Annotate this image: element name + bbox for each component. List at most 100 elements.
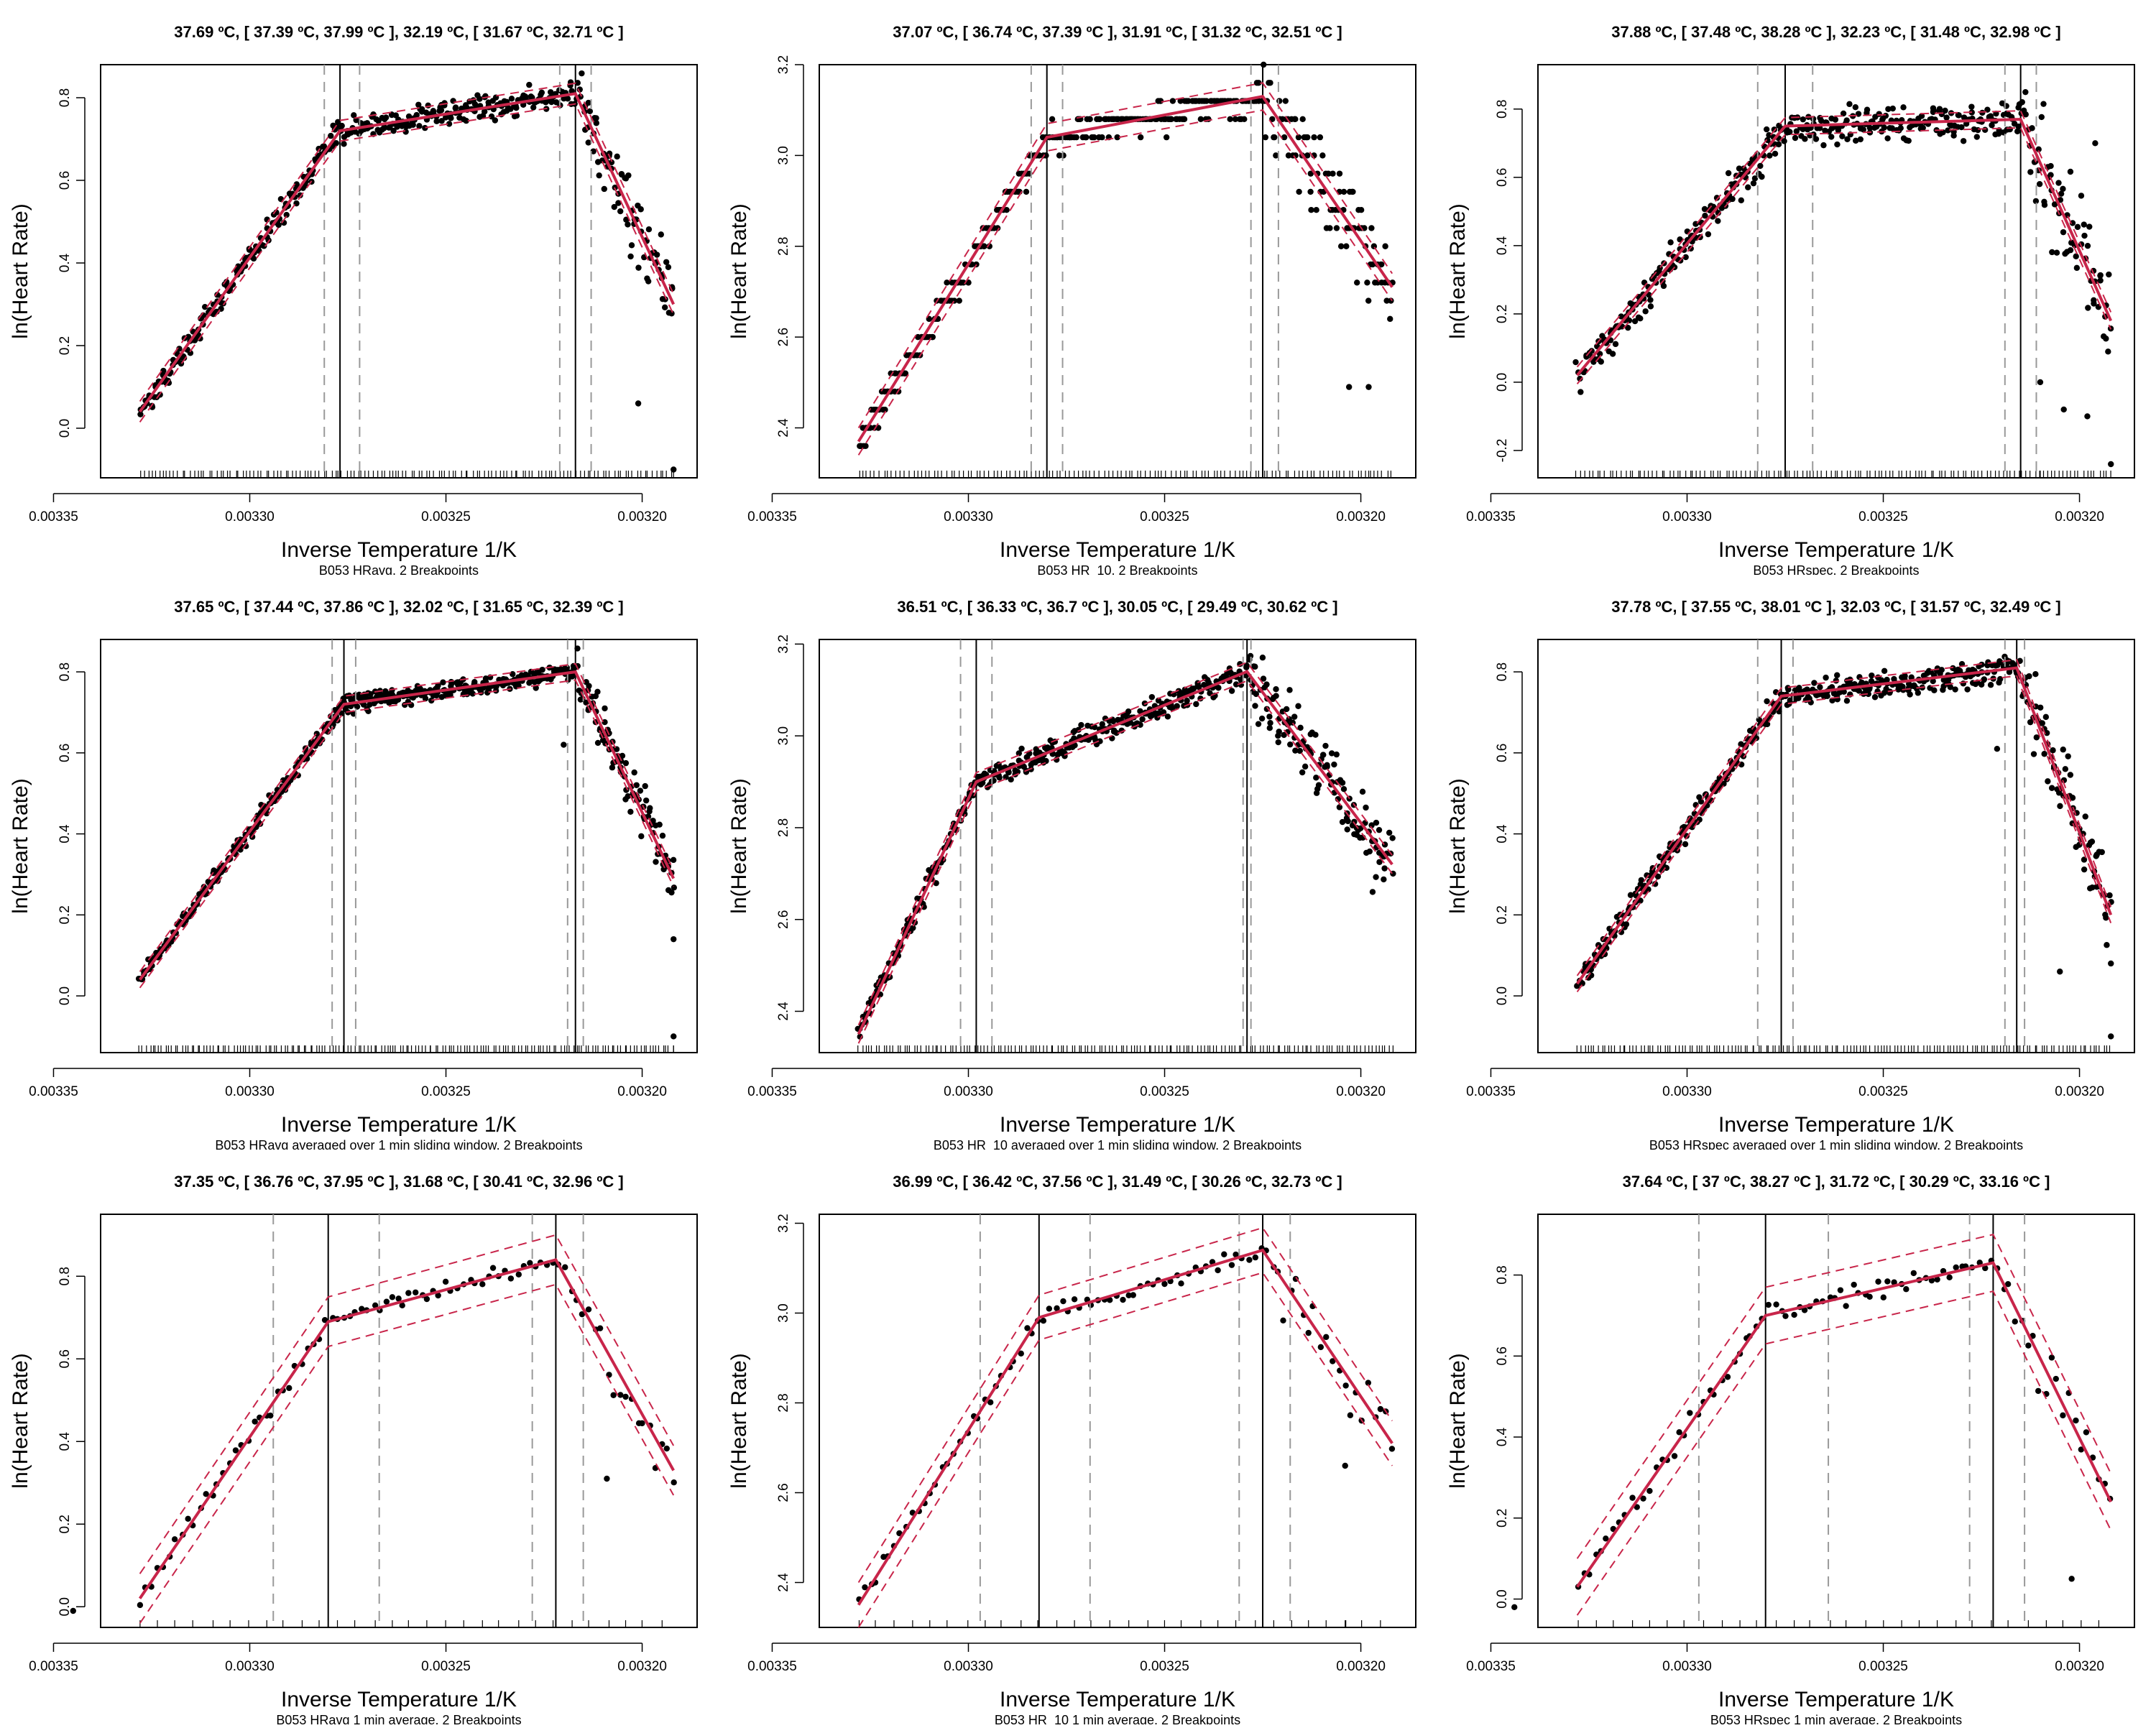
plot-frame xyxy=(819,64,1416,479)
data-point xyxy=(1357,825,1364,832)
data-point xyxy=(479,1281,486,1288)
data-point xyxy=(1715,218,1721,224)
data-point xyxy=(2082,813,2088,820)
chart-panel-8: 36.99 ºC, [ 36.42 ºC, 37.56 ºC ], 31.49 … xyxy=(719,1150,1437,1728)
data-point xyxy=(1598,359,1605,365)
data-point xyxy=(1989,122,1995,129)
data-point xyxy=(1590,359,1597,365)
data-point xyxy=(428,697,435,704)
y-tick-label: 0.4 xyxy=(57,1432,73,1451)
data-point xyxy=(1908,674,1915,680)
y-tick-label: -0.2 xyxy=(1495,439,1510,463)
data-point xyxy=(1974,126,1981,134)
x-tick-label: 0.00325 xyxy=(421,1659,471,1674)
data-point xyxy=(448,115,454,121)
data-point xyxy=(1353,279,1360,286)
data-point xyxy=(1386,829,1393,836)
data-point xyxy=(910,925,916,931)
data-point xyxy=(1228,1262,1235,1268)
y-axis-label: ln(Heart Rate) xyxy=(727,778,751,913)
data-point xyxy=(1612,341,1619,348)
data-point xyxy=(594,739,602,747)
data-point xyxy=(1177,98,1184,104)
data-point xyxy=(1281,134,1288,141)
data-point xyxy=(2108,461,2114,468)
fit-ci-upper xyxy=(857,661,1393,1026)
data-point xyxy=(405,113,413,120)
data-point xyxy=(2048,1354,2055,1361)
data-point xyxy=(2067,772,2074,778)
data-point xyxy=(2029,125,2035,131)
data-point xyxy=(1280,1317,1286,1323)
chart-panel-5: 36.51 ºC, [ 36.33 ºC, 36.7 ºC ], 30.05 º… xyxy=(719,575,1437,1153)
data-point xyxy=(1368,225,1375,231)
data-point xyxy=(635,400,642,407)
data-point xyxy=(1973,134,1980,140)
data-point xyxy=(1336,170,1343,177)
y-tick-label: 0.2 xyxy=(1495,905,1510,924)
data-point xyxy=(1071,735,1077,741)
data-point xyxy=(2030,751,2037,757)
data-point xyxy=(484,689,491,696)
data-point xyxy=(1263,681,1270,688)
data-point xyxy=(394,124,400,130)
y-tick-label: 0.0 xyxy=(1495,373,1510,392)
data-point xyxy=(1930,678,1936,685)
data-point xyxy=(1071,1296,1078,1303)
data-point xyxy=(1247,652,1254,660)
y-tick-label: 0.2 xyxy=(1495,1509,1510,1528)
data-point xyxy=(435,682,441,689)
data-point xyxy=(185,1515,191,1523)
x-axis-label: Inverse Temperature 1/K xyxy=(1000,538,1235,562)
data-point xyxy=(1654,873,1662,880)
y-tick-label: 0.0 xyxy=(1495,1589,1510,1608)
data-point xyxy=(665,264,672,271)
data-point xyxy=(481,108,488,115)
data-point xyxy=(1018,1350,1024,1357)
data-point xyxy=(1113,729,1120,736)
data-point xyxy=(1342,1462,1348,1469)
data-point xyxy=(2067,168,2074,175)
x-tick-label: 0.00320 xyxy=(2055,1659,2104,1674)
data-point xyxy=(1351,818,1358,825)
data-point xyxy=(1137,134,1144,141)
data-point xyxy=(1292,747,1299,754)
data-point xyxy=(1782,1313,1789,1319)
data-point xyxy=(1308,206,1314,213)
data-point xyxy=(862,1584,868,1591)
chart-svg: 37.07 ºC, [ 36.74 ºC, 37.39 ºC ], 31.91 … xyxy=(727,23,1416,578)
data-point xyxy=(1190,685,1197,692)
data-point xyxy=(1228,688,1235,694)
data-point xyxy=(609,764,616,771)
y-tick-label: 2.4 xyxy=(776,1002,791,1021)
data-point xyxy=(2062,766,2069,772)
data-point xyxy=(1345,818,1351,825)
x-tick-label: 0.00330 xyxy=(225,1084,275,1099)
data-point xyxy=(224,279,230,285)
y-axis-label: ln(Heart Rate) xyxy=(727,203,751,338)
data-point xyxy=(1319,752,1327,758)
data-point xyxy=(359,1306,365,1312)
data-point xyxy=(1629,1494,1636,1501)
data-point xyxy=(615,200,622,206)
data-point xyxy=(1296,747,1303,754)
data-point xyxy=(2069,795,2076,801)
data-point xyxy=(644,275,650,282)
data-point xyxy=(2084,242,2091,249)
data-point xyxy=(1915,690,1922,696)
data-point xyxy=(653,251,660,258)
fit-ci-lower xyxy=(1576,1290,2112,1616)
y-tick-label: 3.2 xyxy=(776,634,791,653)
data-point xyxy=(1869,672,1875,679)
data-point xyxy=(902,370,909,376)
data-point xyxy=(1276,98,1283,104)
data-point xyxy=(1266,725,1273,731)
data-point xyxy=(1889,125,1895,131)
data-point xyxy=(1325,170,1332,177)
data-point xyxy=(1705,231,1712,238)
data-point xyxy=(1876,111,1882,117)
y-axis-label: ln(Heart Rate) xyxy=(1446,1353,1470,1488)
data-point xyxy=(2102,911,2109,918)
x-tick-label: 0.00320 xyxy=(2055,1084,2104,1099)
x-tick-label: 0.00330 xyxy=(1662,509,1712,525)
